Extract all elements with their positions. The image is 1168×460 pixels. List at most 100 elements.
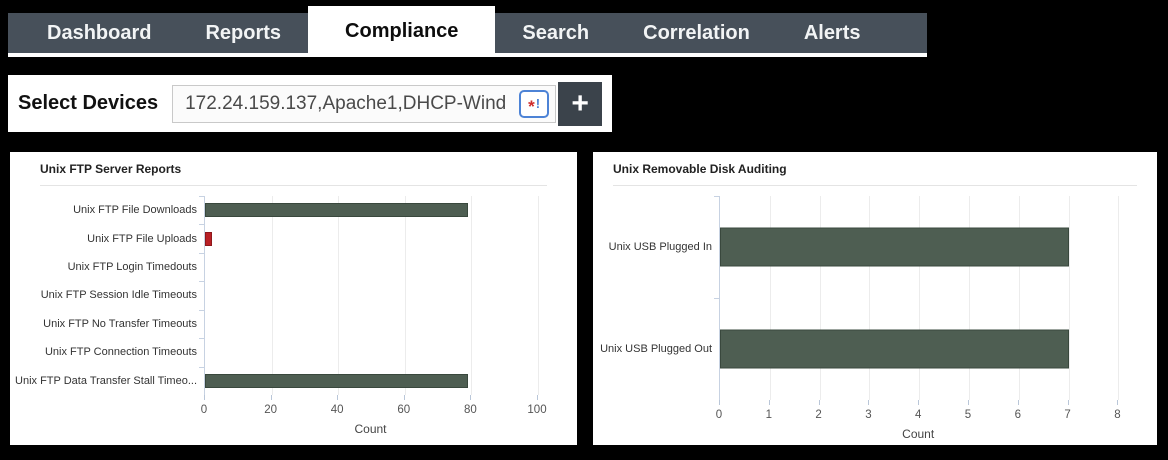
select-devices-label: Select Devices [18,92,159,114]
chart-row: Unix FTP Data Transfer Stall Timeo... [15,367,561,395]
gridline [1118,196,1120,400]
x-tick-label: 6 [1014,409,1021,421]
tab-dashboard[interactable]: Dashboard [47,21,152,44]
tab-reports[interactable]: Reports [205,21,282,44]
asterisk-glyph: * [528,96,535,116]
x-tick-label: 0 [715,409,723,421]
chart-row: Unix FTP Login Timedouts [68,253,561,281]
chart-row: Unix FTP File Downloads [73,196,561,224]
x-tick-label: 0 [200,404,208,416]
y-tick-mark [714,196,719,197]
x-tick-label: 1 [765,409,772,421]
y-tick-mark [199,196,204,197]
plot-area: Unix USB Plugged In Unix USB Plugged Out [600,196,1140,400]
y-tick-mark [199,281,204,283]
y-tick-mark [199,309,204,311]
y-tick-mark [199,224,204,226]
x-tick-mark [868,400,870,405]
panel-divider [613,185,1137,186]
tab-correlation[interactable]: Correlation [643,21,750,44]
chart-row: Unix FTP No Transfer Timeouts [43,310,561,338]
x-tick-mark [968,400,969,405]
usb-auditing-bar-chart: Unix USB Plugged In Unix USB Plugged Out 0… [593,152,1157,445]
x-tick-label: 20 [264,404,277,416]
x-axis-label: Count [354,422,387,436]
bar[interactable] [205,231,212,246]
category-label: Unix FTP No Transfer Timeouts [43,317,197,330]
gridline [404,196,406,395]
panel-divider [40,185,547,186]
gridline [338,196,340,395]
chart-row: Unix FTP Connection Timeouts [45,338,561,366]
x-tick-label: 2 [815,409,822,421]
x-tick-mark [470,395,472,400]
x-tick-mark [1017,400,1019,405]
category-label: Unix FTP File Uploads [87,232,197,245]
x-tick-mark [537,395,538,400]
x-axis-label: Count [902,427,935,441]
category-label: Unix FTP File Downloads [73,204,197,217]
panel-unix-ftp-server-reports: Unix FTP Server Reports Unix FTP File Do… [10,152,577,445]
chart-row: Unix FTP File Uploads [87,224,561,252]
device-input-wrap: * ! [172,84,557,123]
panel-unix-removable-disk-auditing: Unix Removable Disk Auditing Unix USB Pl… [593,152,1157,445]
tab-alerts[interactable]: Alerts [803,21,861,44]
main-navbar: Dashboard Reports Compliance Search Corr… [8,6,927,57]
bar[interactable] [205,373,469,388]
device-selector-bar: Select Devices * ! + [8,75,612,132]
x-tick-mark [768,400,770,405]
panel-title: Unix FTP Server Reports [40,162,182,176]
gridline [1068,196,1070,400]
x-tick-label: 40 [330,404,344,416]
bar[interactable] [720,227,1069,267]
x-tick-mark [818,400,820,405]
y-tick-mark [199,338,204,340]
tab-compliance[interactable]: Compliance [308,6,496,57]
bar[interactable] [205,203,469,218]
x-tick-mark [403,395,405,400]
x-tick-label: 3 [865,409,872,421]
category-label: Unix USB Plugged In [608,241,712,253]
bar[interactable] [720,329,1069,369]
x-tick-label: 8 [1114,409,1121,421]
category-label: Unix USB Plugged Out [600,343,712,355]
gridline [969,196,970,400]
chart-row: Unix USB Plugged In [609,196,1140,298]
x-tick-mark [1067,400,1069,405]
gridline [271,196,273,395]
category-label: Unix FTP Connection Timeouts [44,346,197,359]
x-tick-label: 60 [397,404,411,416]
x-tick-label: 80 [463,404,477,416]
category-label: Unix FTP Login Timedouts [67,261,197,274]
panel-title: Unix Removable Disk Auditing [613,162,787,176]
plot-area: Unix FTP File Downloads Unix FTP File Upl… [15,196,561,395]
x-tick-label: 7 [1064,409,1071,421]
x-tick-label: 4 [914,409,922,421]
chart-row: Unix FTP Session Idle Timeouts [41,281,561,309]
y-tick-mark [199,366,204,368]
x-tick-mark [719,400,720,405]
y-tick-mark [714,298,719,299]
device-input[interactable] [185,92,520,115]
category-label: Unix FTP Session Idle Timeouts [40,289,197,302]
gridline [538,196,539,395]
ftp-reports-bar-chart: Unix FTP File Downloads Unix FTP File Upl… [10,152,577,445]
y-tick-mark [199,252,204,254]
x-tick-mark [918,400,920,405]
category-label: Unix FTP Data Transfer Stall Timeo... [15,374,197,387]
x-tick-label: 5 [964,409,972,421]
x-tick-mark [204,395,205,400]
tab-search[interactable]: Search [522,21,590,44]
x-tick-mark [337,395,339,400]
add-device-button[interactable]: + [558,81,603,126]
gridline [919,196,921,400]
gridline [1018,196,1020,400]
x-tick-mark [1117,400,1119,405]
gridline [869,196,871,400]
chart-row: Unix USB Plugged Out [600,298,1140,400]
gridline [769,196,771,400]
exclamation-glyph: ! [535,96,541,111]
x-tick-label: 100 [527,404,547,416]
invalid-device-warning-icon[interactable]: * ! [519,89,550,118]
gridline [819,196,821,400]
